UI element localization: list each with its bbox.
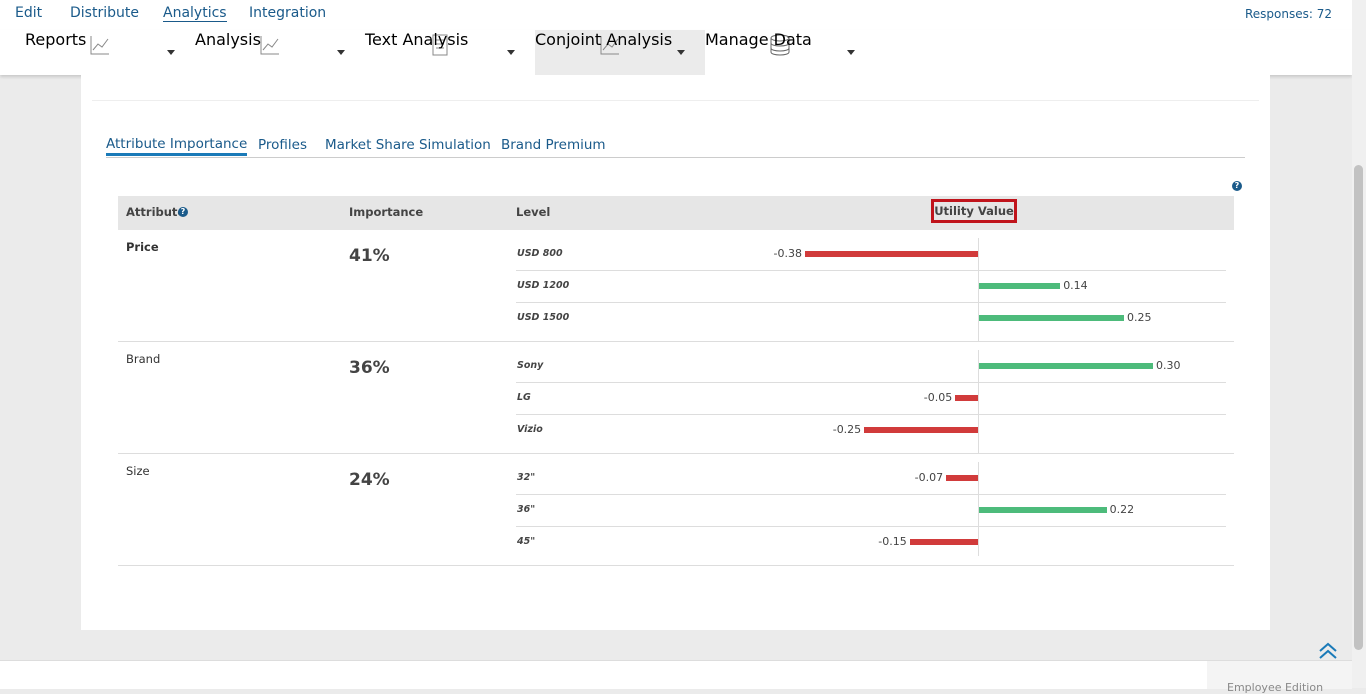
- sub-tab[interactable]: Attribute Importance: [106, 136, 248, 156]
- nav-tab[interactable]: Edit: [15, 5, 43, 21]
- level-line: [516, 494, 1226, 495]
- header-cell: Level: [516, 205, 551, 219]
- level: LG: [517, 392, 531, 403]
- toolbar: Reports Analysis Text Analysis Conjoint Ana…: [0, 30, 1352, 75]
- utility-label: -0.07: [914, 471, 944, 484]
- attribute: Size: [126, 464, 150, 478]
- tool-icon: [432, 34, 448, 56]
- divider: [92, 100, 1259, 101]
- center-line: [978, 462, 979, 556]
- center-line: [978, 350, 979, 454]
- utility-bar: [979, 315, 1124, 321]
- sub-tab[interactable]: Market Share Simulation: [325, 137, 491, 153]
- help-icon[interactable]: ?: [1232, 181, 1242, 191]
- utility-bar: [955, 395, 978, 401]
- tool-icon: [600, 36, 619, 55]
- level: Sony: [517, 360, 544, 371]
- tool-label: Analysis: [195, 30, 261, 49]
- table-header: [118, 196, 1234, 230]
- level: Vizio: [517, 424, 543, 435]
- attribute: Price: [126, 240, 159, 254]
- tool-label: Manage Data: [705, 30, 812, 49]
- dropdown-caret: [507, 50, 515, 55]
- dropdown-caret: [337, 50, 345, 55]
- level-line: [516, 414, 1226, 415]
- attribute: Brand: [126, 352, 161, 366]
- sub-tab[interactable]: Brand Premium: [501, 137, 606, 153]
- importance: 41%: [349, 246, 390, 266]
- header-cell: Utility Value: [931, 199, 1017, 223]
- tool-label: Conjoint Analysis: [535, 30, 673, 49]
- nav-tab[interactable]: Distribute: [70, 5, 139, 21]
- utility-label: 0.30: [1156, 359, 1181, 372]
- tool-icon: [260, 36, 279, 55]
- tool-icon: [770, 34, 790, 56]
- level: 45": [517, 536, 536, 547]
- sub-tab[interactable]: Profiles: [258, 137, 308, 153]
- level-line: [516, 526, 1226, 527]
- responses: Responses: 72: [1244, 7, 1332, 21]
- level: USD 1500: [517, 312, 570, 323]
- utility-label: 0.25: [1127, 311, 1152, 324]
- nav-tab[interactable]: Integration: [249, 5, 327, 21]
- tab-line: [106, 157, 1245, 158]
- tool-label: Text Analysis: [365, 30, 469, 49]
- level: 32": [517, 472, 536, 483]
- utility-bar: [979, 507, 1107, 513]
- dropdown-caret: [677, 50, 685, 55]
- importance: 36%: [349, 358, 390, 378]
- scrollbar: [1352, 0, 1366, 688]
- utility-label: -0.15: [878, 535, 907, 548]
- utility-label: 0.14: [1063, 279, 1088, 292]
- toolbar-item[interactable]: Reports: [25, 30, 195, 75]
- level-line: [516, 270, 1226, 271]
- toolbar-item[interactable]: Text Analysis: [365, 30, 535, 75]
- help-icon[interactable]: ?: [178, 207, 188, 217]
- utility-label: -0.38: [773, 247, 802, 260]
- footer-bar: Employee Edition: [0, 660, 1352, 694]
- row-line: [118, 565, 1234, 566]
- row-line: [118, 453, 1234, 454]
- panel: [81, 75, 1270, 630]
- utility-label: -0.25: [832, 423, 862, 436]
- tool-icon: [90, 36, 109, 55]
- scroll-top[interactable]: [1318, 642, 1338, 660]
- utility-bar: [805, 251, 978, 257]
- tool-label: Reports: [25, 30, 87, 49]
- header-cell: Attribute: [126, 205, 186, 219]
- level: USD 800: [517, 248, 563, 259]
- top-nav: Edit Distribute Analytics Integration Re…: [0, 0, 1366, 31]
- dropdown-caret: [847, 50, 855, 55]
- utility-label: 0.22: [1109, 503, 1135, 516]
- utility-bar: [979, 283, 1061, 289]
- level-line: [516, 302, 1226, 303]
- level: 36": [517, 504, 536, 515]
- toolbar-item[interactable]: Conjoint Analysis: [535, 30, 705, 75]
- center-line: [978, 238, 979, 342]
- row-line: [118, 341, 1234, 342]
- utility-label: -0.05: [923, 391, 953, 404]
- utility-bar: [946, 475, 978, 481]
- importance: 24%: [349, 470, 390, 490]
- nav-tab[interactable]: Analytics: [163, 5, 227, 22]
- toolbar-item[interactable]: Analysis: [195, 30, 365, 75]
- utility-bar: [864, 427, 978, 433]
- utility-bar: [979, 363, 1153, 369]
- dropdown-caret: [167, 50, 175, 55]
- level-line: [516, 382, 1226, 383]
- header-cell: Importance: [349, 205, 424, 219]
- level: USD 1200: [517, 280, 570, 291]
- utility-bar: [909, 539, 978, 545]
- toolbar-item[interactable]: Manage Data: [705, 30, 875, 75]
